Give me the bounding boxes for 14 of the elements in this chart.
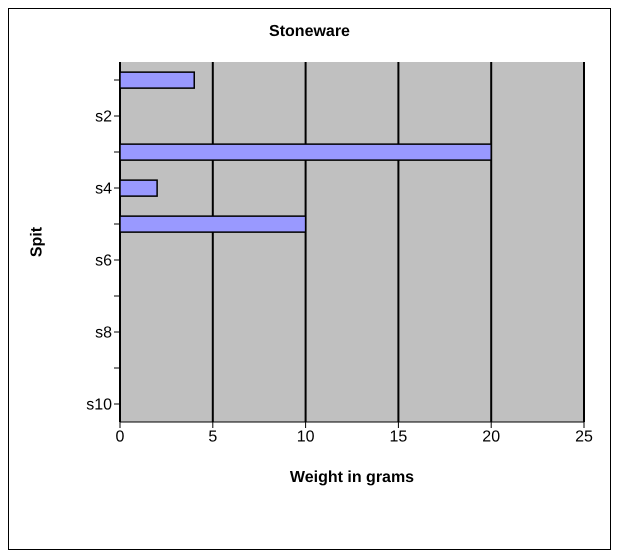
x-tick-label: 25 — [575, 428, 593, 446]
x-tick-label: 10 — [296, 428, 315, 446]
y-tick-label: s6 — [95, 252, 112, 270]
x-tick-label: 5 — [208, 428, 218, 446]
y-tick-label: s2 — [95, 108, 112, 126]
y-axis-title: Spit — [28, 226, 46, 258]
y-tick-label: s10 — [86, 396, 112, 414]
x-tick-label: 15 — [390, 428, 408, 446]
chart-title: Stoneware — [268, 22, 351, 42]
x-tick-label: 20 — [482, 428, 500, 446]
y-tick-label: s8 — [95, 324, 112, 342]
x-tick-label: 0 — [116, 428, 125, 446]
x-axis-title: Weight in grams — [290, 469, 414, 486]
y-tick-label: s4 — [95, 180, 112, 198]
